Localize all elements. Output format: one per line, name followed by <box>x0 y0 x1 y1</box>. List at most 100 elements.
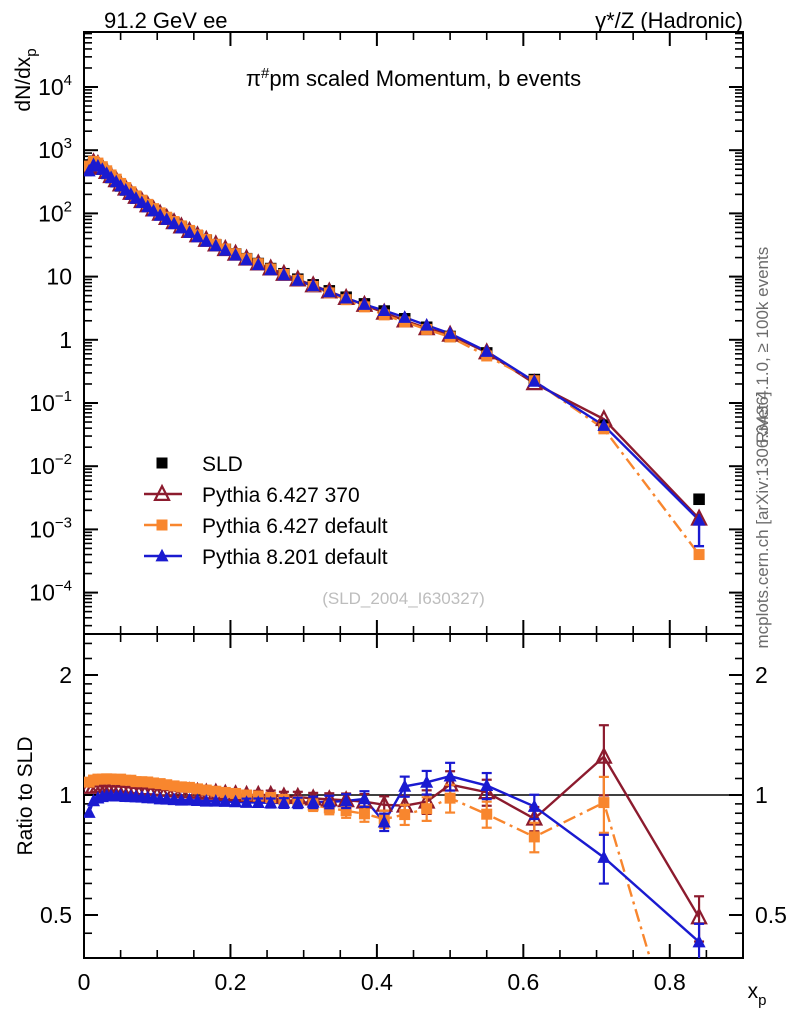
y-axis-label-main: dN/dxp <box>12 48 40 111</box>
data-marker <box>597 850 611 863</box>
data-marker <box>130 776 142 788</box>
plot-title-text: π#pm scaled Momentum, b events <box>246 65 581 91</box>
data-marker <box>190 229 204 243</box>
plot-title: π#pm scaled Momentum, b events <box>246 65 581 91</box>
main-y-ticklabel: 10−3 <box>29 514 72 542</box>
data-marker <box>420 318 434 331</box>
data-marker <box>251 795 265 809</box>
data-marker <box>377 303 391 316</box>
main-y-ticklabel: 10 <box>46 264 72 290</box>
data-marker <box>156 519 168 531</box>
data-marker <box>306 278 320 292</box>
data-marker <box>277 267 291 281</box>
data-marker <box>444 792 456 804</box>
data-marker <box>398 779 412 792</box>
data-marker <box>357 791 371 805</box>
main-y-ticklabel: 1 <box>59 327 72 353</box>
data-marker <box>156 457 168 469</box>
main-x-axis-ticks <box>83 32 744 634</box>
data-marker <box>155 548 169 562</box>
data-marker <box>147 203 161 217</box>
data-marker <box>84 805 96 818</box>
data-marker <box>322 284 336 298</box>
legend-item-3[interactable]: Pythia 8.201 default <box>144 546 388 569</box>
data-marker <box>264 795 278 809</box>
legend-label: Pythia 8.201 default <box>202 546 388 569</box>
data-marker <box>421 803 433 815</box>
data-marker <box>148 777 160 789</box>
data-marker <box>277 795 291 809</box>
main-y-ticklabel: 10−1 <box>29 388 72 416</box>
data-marker <box>480 344 494 357</box>
data-marker <box>229 247 243 261</box>
data-marker <box>443 326 457 339</box>
data-marker <box>399 809 411 821</box>
data-marker <box>398 310 412 323</box>
y-axis-label-ratio: Ratio to SLD <box>14 736 37 855</box>
rivet-version-label: Rivet 4.1.0, ≥ 100k events <box>753 247 772 443</box>
data-marker <box>480 778 494 791</box>
data-marker <box>322 794 336 808</box>
ratio-series-0 <box>89 754 701 919</box>
ratio-y-ticklabel-right: 1 <box>755 782 768 808</box>
series-sld <box>84 157 705 506</box>
ratio-series-1 <box>88 777 652 958</box>
legend-label: Pythia 6.427 default <box>202 515 388 538</box>
legend-item-0[interactable]: SLD <box>156 453 243 476</box>
x-axis-label: xp <box>748 980 767 1009</box>
data-marker <box>200 784 212 796</box>
dataset-watermark: (SLD_2004_I630327) <box>322 589 485 608</box>
x-ticklabel: 0.4 <box>361 969 393 995</box>
ratio-x-axis-ticks <box>83 634 744 958</box>
data-marker <box>182 792 196 806</box>
data-marker <box>219 786 231 798</box>
data-marker <box>598 797 610 809</box>
legend-label: SLD <box>202 453 243 476</box>
legend-item-1[interactable]: Pythia 6.427 370 <box>144 483 360 507</box>
main-y-ticklabel: 102 <box>38 198 72 226</box>
data-marker <box>199 234 213 247</box>
data-marker <box>358 808 370 820</box>
series-markers-3 <box>84 157 706 526</box>
ratio-y-ticklabel-right: 2 <box>755 662 768 688</box>
data-marker <box>420 775 434 788</box>
data-marker <box>183 781 195 793</box>
ratio-y-ticklabel-left: 1 <box>59 782 72 808</box>
data-marker <box>357 297 371 310</box>
data-marker <box>161 779 173 791</box>
legend-item-2[interactable]: Pythia 6.427 default <box>144 515 388 538</box>
ratio-line <box>88 777 652 958</box>
data-marker <box>154 778 166 790</box>
data-marker <box>229 794 243 808</box>
data-marker <box>182 225 196 238</box>
series-markers-2 <box>84 155 705 561</box>
header-right-label: γ*/Z (Hadronic) <box>595 8 743 33</box>
data-marker <box>191 783 203 795</box>
data-marker <box>443 768 457 782</box>
x-ticklabel: 0.2 <box>214 969 246 995</box>
main-panel-frame <box>83 31 744 635</box>
legend-label: Pythia 6.427 370 <box>202 484 360 507</box>
data-marker <box>230 787 242 799</box>
data-marker <box>339 793 353 807</box>
data-marker <box>153 208 167 221</box>
data-marker <box>240 252 254 266</box>
ratio-y-ticklabel-right: 0.5 <box>755 902 786 928</box>
ratio-y-ticklabel-left: 2 <box>59 662 72 688</box>
ratio-markers-0 <box>84 724 708 943</box>
main-series-group <box>84 152 708 561</box>
data-marker <box>209 793 223 807</box>
data-marker <box>481 808 493 820</box>
data-marker <box>528 831 540 843</box>
data-marker <box>167 216 181 230</box>
ratio-y-ticklabel-left: 0.5 <box>40 902 72 928</box>
ratio-markers-1 <box>84 773 610 854</box>
series-markers-1 <box>84 152 708 526</box>
series-pythia-6-427-370 <box>88 161 700 520</box>
ratio-markers-2 <box>84 761 706 958</box>
data-marker <box>527 374 541 387</box>
data-marker <box>291 273 305 286</box>
data-marker <box>693 493 705 506</box>
